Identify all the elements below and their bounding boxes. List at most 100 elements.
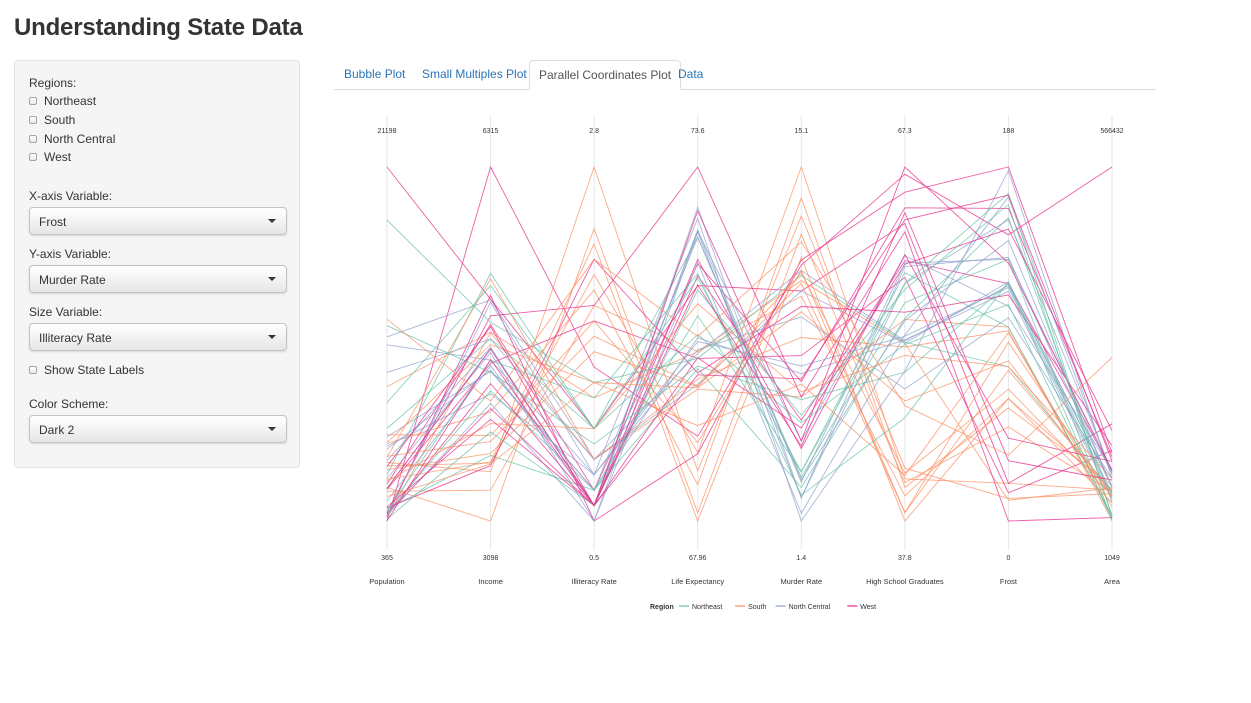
- state-line: [386, 166, 1113, 522]
- legend-entry-label: Northeast: [692, 604, 722, 611]
- x-axis-select[interactable]: Frost: [29, 207, 287, 235]
- axis-name-label: Life Expectancy: [671, 577, 724, 586]
- axis-max-label: 67.3: [898, 128, 912, 135]
- caret-down-icon: [268, 277, 276, 281]
- state-line: [386, 280, 1113, 501]
- select-value: Murder Rate: [39, 273, 106, 287]
- region-checkbox-west[interactable]: West: [29, 149, 71, 165]
- x-axis-label: X-axis Variable:: [29, 189, 113, 203]
- page-title: Understanding State Data: [14, 14, 303, 41]
- state-line: [386, 165, 1113, 499]
- state-line: [386, 196, 1113, 522]
- axis-max-label: 15.1: [794, 128, 808, 135]
- show-state-labels-checkbox[interactable]: Show State Labels: [29, 362, 144, 378]
- checkbox-label: North Central: [44, 132, 116, 146]
- checkbox-box[interactable]: [29, 366, 37, 374]
- region-checkbox-northeast[interactable]: Northeast: [29, 93, 96, 109]
- state-line: [386, 227, 1113, 522]
- checkbox-box[interactable]: [29, 97, 37, 105]
- state-line: [386, 165, 1113, 522]
- state-line: [386, 194, 1113, 522]
- legend-title: Region: [650, 604, 674, 611]
- state-line: [386, 282, 1113, 514]
- checkbox-label: West: [44, 150, 72, 164]
- state-line: [386, 228, 1113, 515]
- axis-min-label: 0.5: [589, 555, 599, 562]
- checkbox-box[interactable]: [29, 153, 37, 161]
- tab-bar: Bubble Plot Small Multiples Plot Paralle…: [334, 60, 1156, 90]
- axis-name-label: High School Graduates: [866, 577, 944, 586]
- legend-entry-label: West: [860, 604, 876, 611]
- axis-max-label: 2.8: [589, 128, 599, 135]
- state-line: [386, 219, 1113, 492]
- y-axis-label: Y-axis Variable:: [29, 247, 112, 261]
- state-line: [386, 286, 1113, 497]
- axis-max-label: 566432: [1100, 128, 1123, 135]
- axis-max-label: 73.6: [691, 128, 705, 135]
- axis-name-label: Population: [369, 577, 404, 586]
- axis-name-label: Frost: [1000, 577, 1018, 586]
- axis-name-label: Murder Rate: [780, 577, 822, 586]
- sidebar-panel: Regions: Northeast South North Central W…: [14, 60, 300, 468]
- checkbox-label: South: [44, 113, 76, 127]
- checkbox-label: Show State Labels: [44, 363, 145, 377]
- state-line: [386, 241, 1113, 456]
- state-line: [386, 272, 1113, 522]
- select-value: Frost: [39, 215, 67, 229]
- state-line: [386, 192, 1113, 517]
- region-checkbox-north-central[interactable]: North Central: [29, 131, 115, 147]
- legend-entry-label: North Central: [789, 604, 831, 611]
- state-line: [386, 271, 1113, 518]
- axis-min-label: 3098: [483, 555, 499, 562]
- state-line: [386, 166, 1113, 484]
- state-line: [386, 166, 1113, 508]
- checkbox-box[interactable]: [29, 116, 37, 124]
- state-line: [386, 295, 1113, 497]
- state-line: [386, 269, 1113, 514]
- tab-data[interactable]: Data: [678, 67, 704, 81]
- axis-name-label: Illiteracy Rate: [571, 577, 616, 586]
- region-checkbox-south[interactable]: South: [29, 112, 75, 128]
- state-line: [386, 253, 1113, 507]
- tab-small-multiples-plot[interactable]: Small Multiples Plot: [422, 67, 527, 81]
- state-line: [386, 211, 1113, 507]
- size-variable-select[interactable]: Illiteracy Rate: [29, 323, 287, 351]
- axis-min-label: 37.8: [898, 555, 912, 562]
- select-value: Illiteracy Rate: [39, 331, 112, 345]
- state-line: [386, 228, 1113, 507]
- checkbox-label: Northeast: [44, 94, 97, 108]
- tab-parallel-coordinates-plot[interactable]: Parallel Coordinates Plot: [529, 60, 682, 90]
- state-line: [386, 277, 1113, 516]
- state-line: [386, 284, 1113, 518]
- parallel-coordinates-chart: 21198 365 Population 6315 3098 Income 2.8 0.5 Il…: [369, 115, 1124, 611]
- axis-min-label: 365: [381, 555, 393, 562]
- state-line: [386, 331, 1113, 507]
- state-line: [386, 169, 1113, 522]
- color-scheme-label: Color Scheme:: [29, 397, 109, 411]
- axis-min-label: 1.4: [796, 555, 806, 562]
- state-line: [386, 165, 1113, 491]
- state-line: [386, 236, 1113, 492]
- caret-down-icon: [268, 219, 276, 223]
- tab-bubble-plot[interactable]: Bubble Plot: [344, 67, 406, 81]
- size-variable-label: Size Variable:: [29, 305, 103, 319]
- state-line: [386, 311, 1113, 497]
- axis-min-label: 67.96: [689, 555, 707, 562]
- axis-name-label: Income: [478, 577, 503, 586]
- axis-max-label: 6315: [483, 128, 499, 135]
- axis-max-label: 188: [1003, 128, 1015, 135]
- y-axis-select[interactable]: Murder Rate: [29, 265, 287, 293]
- state-line: [386, 281, 1113, 488]
- state-line: [386, 203, 1113, 520]
- axis-name-label: Area: [1104, 577, 1121, 586]
- axis-min-label: 0: [1006, 555, 1010, 562]
- axis-max-label: 21198: [378, 128, 397, 135]
- checkbox-box[interactable]: [29, 135, 37, 143]
- regions-label: Regions:: [29, 76, 77, 90]
- caret-down-icon: [268, 335, 276, 339]
- select-value: Dark 2: [39, 423, 75, 437]
- caret-down-icon: [268, 427, 276, 431]
- state-line: [386, 272, 1113, 497]
- color-scheme-select[interactable]: Dark 2: [29, 415, 287, 443]
- legend-entry-label: South: [748, 604, 766, 611]
